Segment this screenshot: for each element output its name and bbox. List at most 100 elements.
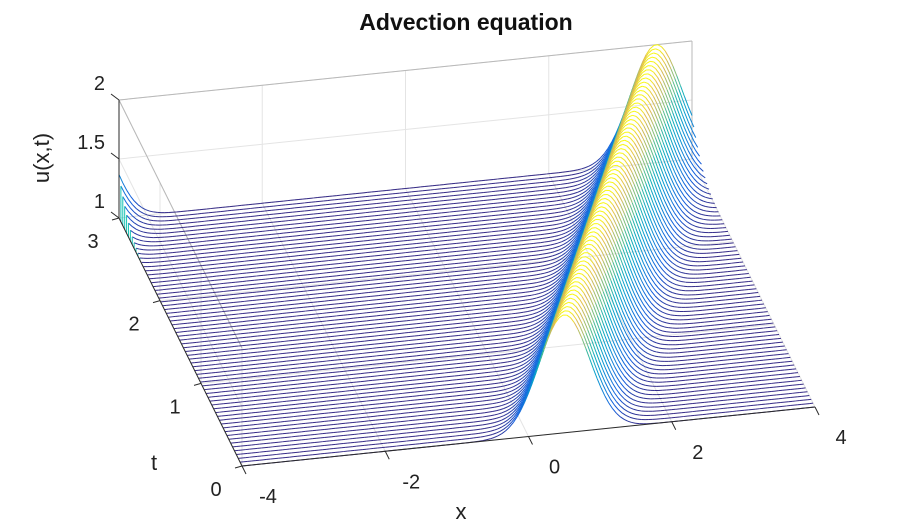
- mesh-segment: [693, 220, 698, 223]
- mesh-segment: [637, 112, 643, 118]
- mesh-segment: [637, 209, 643, 221]
- mesh-segment: [576, 215, 582, 220]
- mesh-segment: [631, 145, 637, 153]
- mesh-segment: [672, 202, 677, 210]
- mesh-segment: [658, 195, 664, 205]
- mesh-segment: [645, 54, 651, 59]
- mesh-segment: [128, 211, 133, 217]
- mesh-segment: [672, 159, 677, 169]
- mesh-segment: [628, 152, 633, 160]
- mesh-segment: [685, 255, 690, 258]
- mesh-segment: [574, 214, 580, 218]
- mesh-segment: [577, 168, 582, 171]
- mesh-segment: [645, 245, 650, 255]
- mesh-segment: [626, 106, 632, 113]
- mesh-segment: [128, 222, 133, 227]
- mesh-segment: [542, 275, 547, 278]
- mesh-segment: [683, 249, 688, 252]
- mesh-segment: [670, 83, 676, 95]
- mesh-segment: [656, 241, 662, 250]
- mesh-segment: [689, 185, 695, 191]
- mesh-segment: [622, 135, 627, 138]
- mesh-segment: [654, 153, 660, 165]
- mesh-segment: [647, 73, 653, 77]
- mesh-segment: [689, 247, 694, 249]
- mesh-segment: [687, 135, 693, 145]
- mesh-segment: [674, 248, 679, 252]
- mesh-segment: [571, 188, 576, 191]
- mesh-segment: [555, 238, 561, 241]
- mesh-segment: [674, 236, 679, 242]
- mesh-segment: [685, 235, 690, 239]
- mesh-segment: [643, 101, 649, 107]
- mesh-segment: [622, 175, 627, 183]
- mesh-segment: [701, 195, 706, 198]
- mesh-segment: [628, 141, 633, 147]
- mesh-segment: [703, 209, 708, 212]
- mesh-segment: [534, 270, 539, 272]
- time-line: [131, 73, 706, 245]
- mesh-segment: [631, 187, 637, 198]
- mesh-segment: [580, 194, 586, 198]
- mesh-segment: [683, 170, 689, 178]
- mesh-segment: [603, 178, 608, 184]
- mesh-segment: [557, 233, 562, 237]
- mesh-segment: [668, 222, 673, 230]
- mesh-segment: [577, 183, 582, 186]
- time-line: [170, 156, 744, 322]
- mesh-segment: [548, 247, 553, 250]
- mesh-segment: [683, 218, 689, 223]
- mesh-segment: [645, 230, 650, 241]
- mesh-segment: [681, 186, 687, 193]
- mesh-segment: [573, 191, 578, 195]
- mesh-segment: [653, 61, 658, 66]
- mesh-segment: [672, 262, 677, 266]
- mesh-segment: [614, 152, 620, 156]
- mesh-segment: [647, 196, 652, 207]
- mesh-segment: [618, 143, 623, 147]
- mesh-segment: [678, 104, 683, 115]
- mesh-segment: [677, 218, 683, 224]
- mesh-segment: [650, 206, 656, 217]
- mesh-segment: [558, 211, 563, 213]
- mesh-segment: [677, 240, 683, 245]
- mesh-segment: [575, 208, 580, 212]
- mesh-segment: [638, 68, 643, 76]
- mesh-segment: [666, 152, 672, 163]
- mesh-segment: [691, 233, 696, 236]
- mesh-segment: [618, 160, 624, 165]
- mesh-segment: [551, 275, 557, 279]
- mesh-segment: [656, 166, 662, 178]
- mesh-segment: [691, 143, 697, 151]
- mesh-segment: [550, 258, 555, 261]
- mesh-segment: [645, 86, 651, 92]
- mesh-segment: [658, 147, 664, 159]
- mesh-segment: [556, 230, 561, 233]
- mesh-segment: [131, 204, 137, 209]
- mesh-segment: [670, 115, 676, 127]
- mesh-segment: [575, 201, 580, 205]
- mesh-segment: [584, 172, 590, 176]
- mesh-segment: [584, 179, 590, 183]
- mesh-segment: [679, 257, 685, 260]
- mesh-segment: [557, 278, 562, 284]
- mesh-segment: [681, 114, 687, 125]
- mesh-segment: [674, 141, 679, 152]
- mesh-segment: [610, 154, 616, 160]
- mesh-segment: [555, 283, 561, 288]
- mesh-segment: [544, 248, 549, 251]
- mesh-segment: [633, 199, 639, 211]
- mesh-segment: [572, 239, 578, 246]
- mesh-segment: [658, 131, 664, 143]
- mesh-segment: [122, 182, 128, 191]
- mesh-segment: [635, 126, 641, 134]
- mesh-segment: [582, 214, 588, 221]
- mesh-segment: [592, 167, 597, 171]
- mesh-segment: [656, 104, 662, 114]
- mesh-segment: [652, 187, 658, 199]
- mesh-segment: [577, 190, 582, 193]
- mesh-segment: [668, 86, 674, 98]
- mesh-segment: [662, 126, 668, 138]
- mesh-segment: [141, 244, 146, 247]
- mesh-segment: [588, 195, 593, 202]
